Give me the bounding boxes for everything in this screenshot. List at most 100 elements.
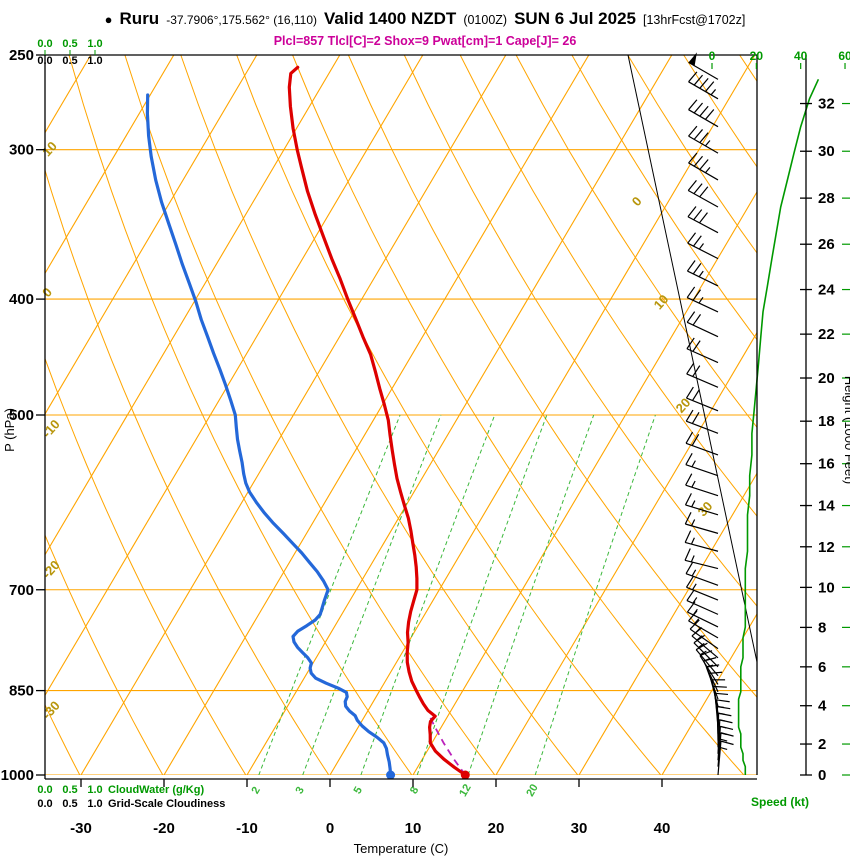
wind-barb-half (720, 747, 728, 750)
wind-barb-full (693, 155, 704, 167)
wind-barb-half (691, 460, 696, 468)
cloudwater-axis-title: CloudWater (g/Kg) (108, 784, 204, 796)
wind-barb-staff (693, 642, 719, 668)
mixing-ratio-label: 3 (293, 785, 306, 796)
wind-barb-full (688, 71, 698, 83)
wind-barb-staff (688, 135, 719, 154)
isotherm-line (80, 55, 507, 775)
height-tick-label: 32 (818, 96, 835, 113)
isotherm-line (163, 55, 590, 775)
dry-adiabat-line (124, 55, 496, 775)
wind-barb-full (695, 642, 708, 651)
mixing-ratio-line (534, 414, 656, 775)
wind-barb-full (685, 575, 694, 588)
wind-barb-full (686, 337, 695, 350)
wind-barb-full (691, 434, 700, 446)
height-tick-label: 6 (818, 659, 826, 676)
height-tick-label: 8 (818, 619, 826, 636)
wind-barb-full (720, 725, 734, 731)
cloudwater-scale-tick-bottom: 0.0 (37, 784, 52, 796)
mixing-ratio-line (467, 414, 595, 775)
isotherm-label-diagonal (627, 54, 758, 663)
wind-barb-full (692, 340, 701, 352)
wind-barb-half (698, 642, 705, 648)
cloudwater-scale-tick-bottom: 1.0 (87, 784, 102, 796)
wind-barb-half (691, 583, 697, 591)
wind-barb-staff (685, 523, 719, 534)
wind-barb-full (687, 206, 697, 218)
dry-adiabat-line (236, 55, 662, 775)
wind-barb-full (691, 389, 700, 401)
dry-adiabat-line (45, 357, 247, 775)
wind-barb-full (720, 740, 734, 746)
temperature-tick-label: 10 (405, 820, 422, 837)
height-tick-label: 4 (818, 698, 827, 715)
wind-barb-staff (688, 61, 719, 80)
cloudiness-axis-title: Grid-Scale Cloudiness (108, 798, 225, 810)
wind-barb-full (686, 362, 695, 375)
wind-barb-full (691, 412, 700, 424)
wind-barb-full (719, 719, 733, 724)
wind-barb-full (698, 212, 708, 224)
wind-barb-full (699, 159, 709, 170)
dry-adiabat-line (45, 168, 330, 775)
mixing-ratio-layer (258, 414, 656, 775)
pressure-tick-label: 850 (9, 683, 34, 700)
wind-barb-full (684, 530, 692, 543)
wind-barb-staff (686, 420, 719, 434)
wind-barb-half (690, 555, 695, 563)
cloudiness-scale-tick-bottom: 1.0 (87, 798, 102, 810)
wind-barb-full (686, 589, 695, 601)
mixing-ratio-line (258, 414, 401, 775)
isotherm-line (495, 331, 757, 775)
wind-barb-full (685, 452, 693, 465)
wind-barb-full (699, 77, 709, 89)
wind-barb-full (688, 152, 698, 164)
wind-barb-staff (688, 162, 719, 181)
cloudwater-scale-tick-top: 1.0 (87, 38, 102, 50)
wind-barb-full (686, 286, 696, 298)
height-tick-label: 18 (818, 413, 835, 430)
wind-barb-full (685, 473, 693, 486)
mixing-ratio-line (416, 414, 548, 775)
wind-barb-staff (687, 242, 719, 260)
wind-barb-half (698, 243, 704, 250)
dry-adiabat-line (571, 55, 757, 341)
dry-adiabat-line (180, 55, 579, 775)
wind-barb-full (699, 650, 713, 657)
dry-adiabat-line (68, 55, 413, 775)
wind-barb-full (693, 74, 704, 86)
wind-barb-staff (717, 741, 722, 776)
speed-curve-layer (737, 78, 820, 775)
isotherm-line (45, 55, 341, 556)
speed-tick-label: 0 (709, 49, 716, 63)
wind-barb-staff (687, 216, 719, 234)
pressure-tick-label: 300 (9, 142, 34, 159)
wind-barb-half (698, 296, 704, 304)
isotherm-label-right: 20 (673, 395, 694, 416)
isotherm-label-left: -20 (39, 557, 63, 581)
wind-barb-full (687, 180, 697, 191)
mixing-ratio-label: 12 (457, 782, 474, 799)
isotherm-line (45, 55, 175, 275)
wind-barb-full (693, 235, 702, 247)
isotherm-label-right: 10 (651, 292, 672, 313)
wind-barb-full (689, 619, 700, 630)
pressure-tick-label: 700 (9, 582, 34, 599)
temperature-axis-title: Temperature (C) (354, 841, 449, 856)
mixing-ratio-label: 8 (408, 785, 421, 796)
isotherm-line (45, 55, 424, 697)
wind-barbs-layer (684, 52, 734, 776)
wind-barb-staff (686, 373, 719, 388)
stability-indices: Plcl=857 Tlcl[C]=2 Shox=9 Pwat[cm]=1 Cap… (273, 34, 577, 48)
wind-barb-full (684, 512, 692, 525)
cloudiness-scale-tick-bottom: 0.0 (37, 798, 52, 810)
grid-layer (45, 55, 757, 775)
temperature-tick-label: -30 (70, 820, 92, 837)
wind-barb-full (714, 692, 729, 696)
isotherm-label-left: 0 (39, 285, 55, 300)
wind-barb-staff (685, 573, 719, 586)
wind-barb-full (704, 81, 715, 92)
